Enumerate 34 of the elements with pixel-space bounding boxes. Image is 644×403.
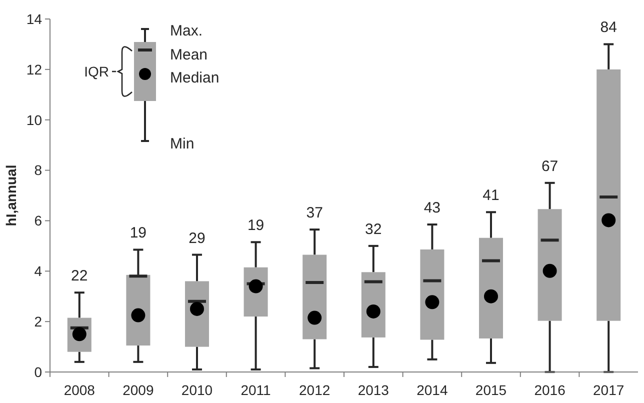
annotation: 37 xyxy=(306,204,323,222)
y-tick-label: 10 xyxy=(26,112,42,128)
annotation: 41 xyxy=(482,187,500,204)
y-tick-label: 14 xyxy=(26,10,42,27)
x-tick-label: 2016 xyxy=(534,382,566,398)
x-tick-label: 2017 xyxy=(593,382,624,398)
x-tick-label: 2015 xyxy=(475,382,507,398)
y-tick-label: 0 xyxy=(34,364,42,380)
y-tick-label: 12 xyxy=(26,61,42,78)
annotation: 43 xyxy=(424,199,441,216)
annotation: 19 xyxy=(130,224,147,242)
x-tick-label: 2011 xyxy=(240,382,272,398)
annotation: Min xyxy=(170,135,194,152)
annotation: 29 xyxy=(188,230,206,247)
annotation: 19 xyxy=(247,217,264,234)
annotation: 22 xyxy=(71,268,88,285)
annotation: 67 xyxy=(541,158,558,175)
y-tick-label: 4 xyxy=(34,263,42,280)
x-tick-label: 2010 xyxy=(181,382,213,398)
x-tick-label: 2014 xyxy=(416,382,448,398)
y-tick-label: 8 xyxy=(34,162,42,178)
y-tick-label: 6 xyxy=(34,212,42,229)
x-tick-label: 2012 xyxy=(299,382,330,398)
annotation: Mean xyxy=(170,46,208,64)
annotation: 32 xyxy=(365,220,382,238)
annotation: IQR xyxy=(84,63,109,80)
x-tick-label: 2009 xyxy=(122,382,154,398)
y-tick-label: 2 xyxy=(34,313,42,330)
y-axis-title: hI,annual xyxy=(3,164,19,226)
x-tick-label: 2013 xyxy=(358,382,390,398)
x-tick-label: 2008 xyxy=(64,382,96,398)
annotation: 84 xyxy=(600,19,617,36)
annotation: Max. xyxy=(170,22,203,40)
annotation: Median xyxy=(170,69,220,86)
